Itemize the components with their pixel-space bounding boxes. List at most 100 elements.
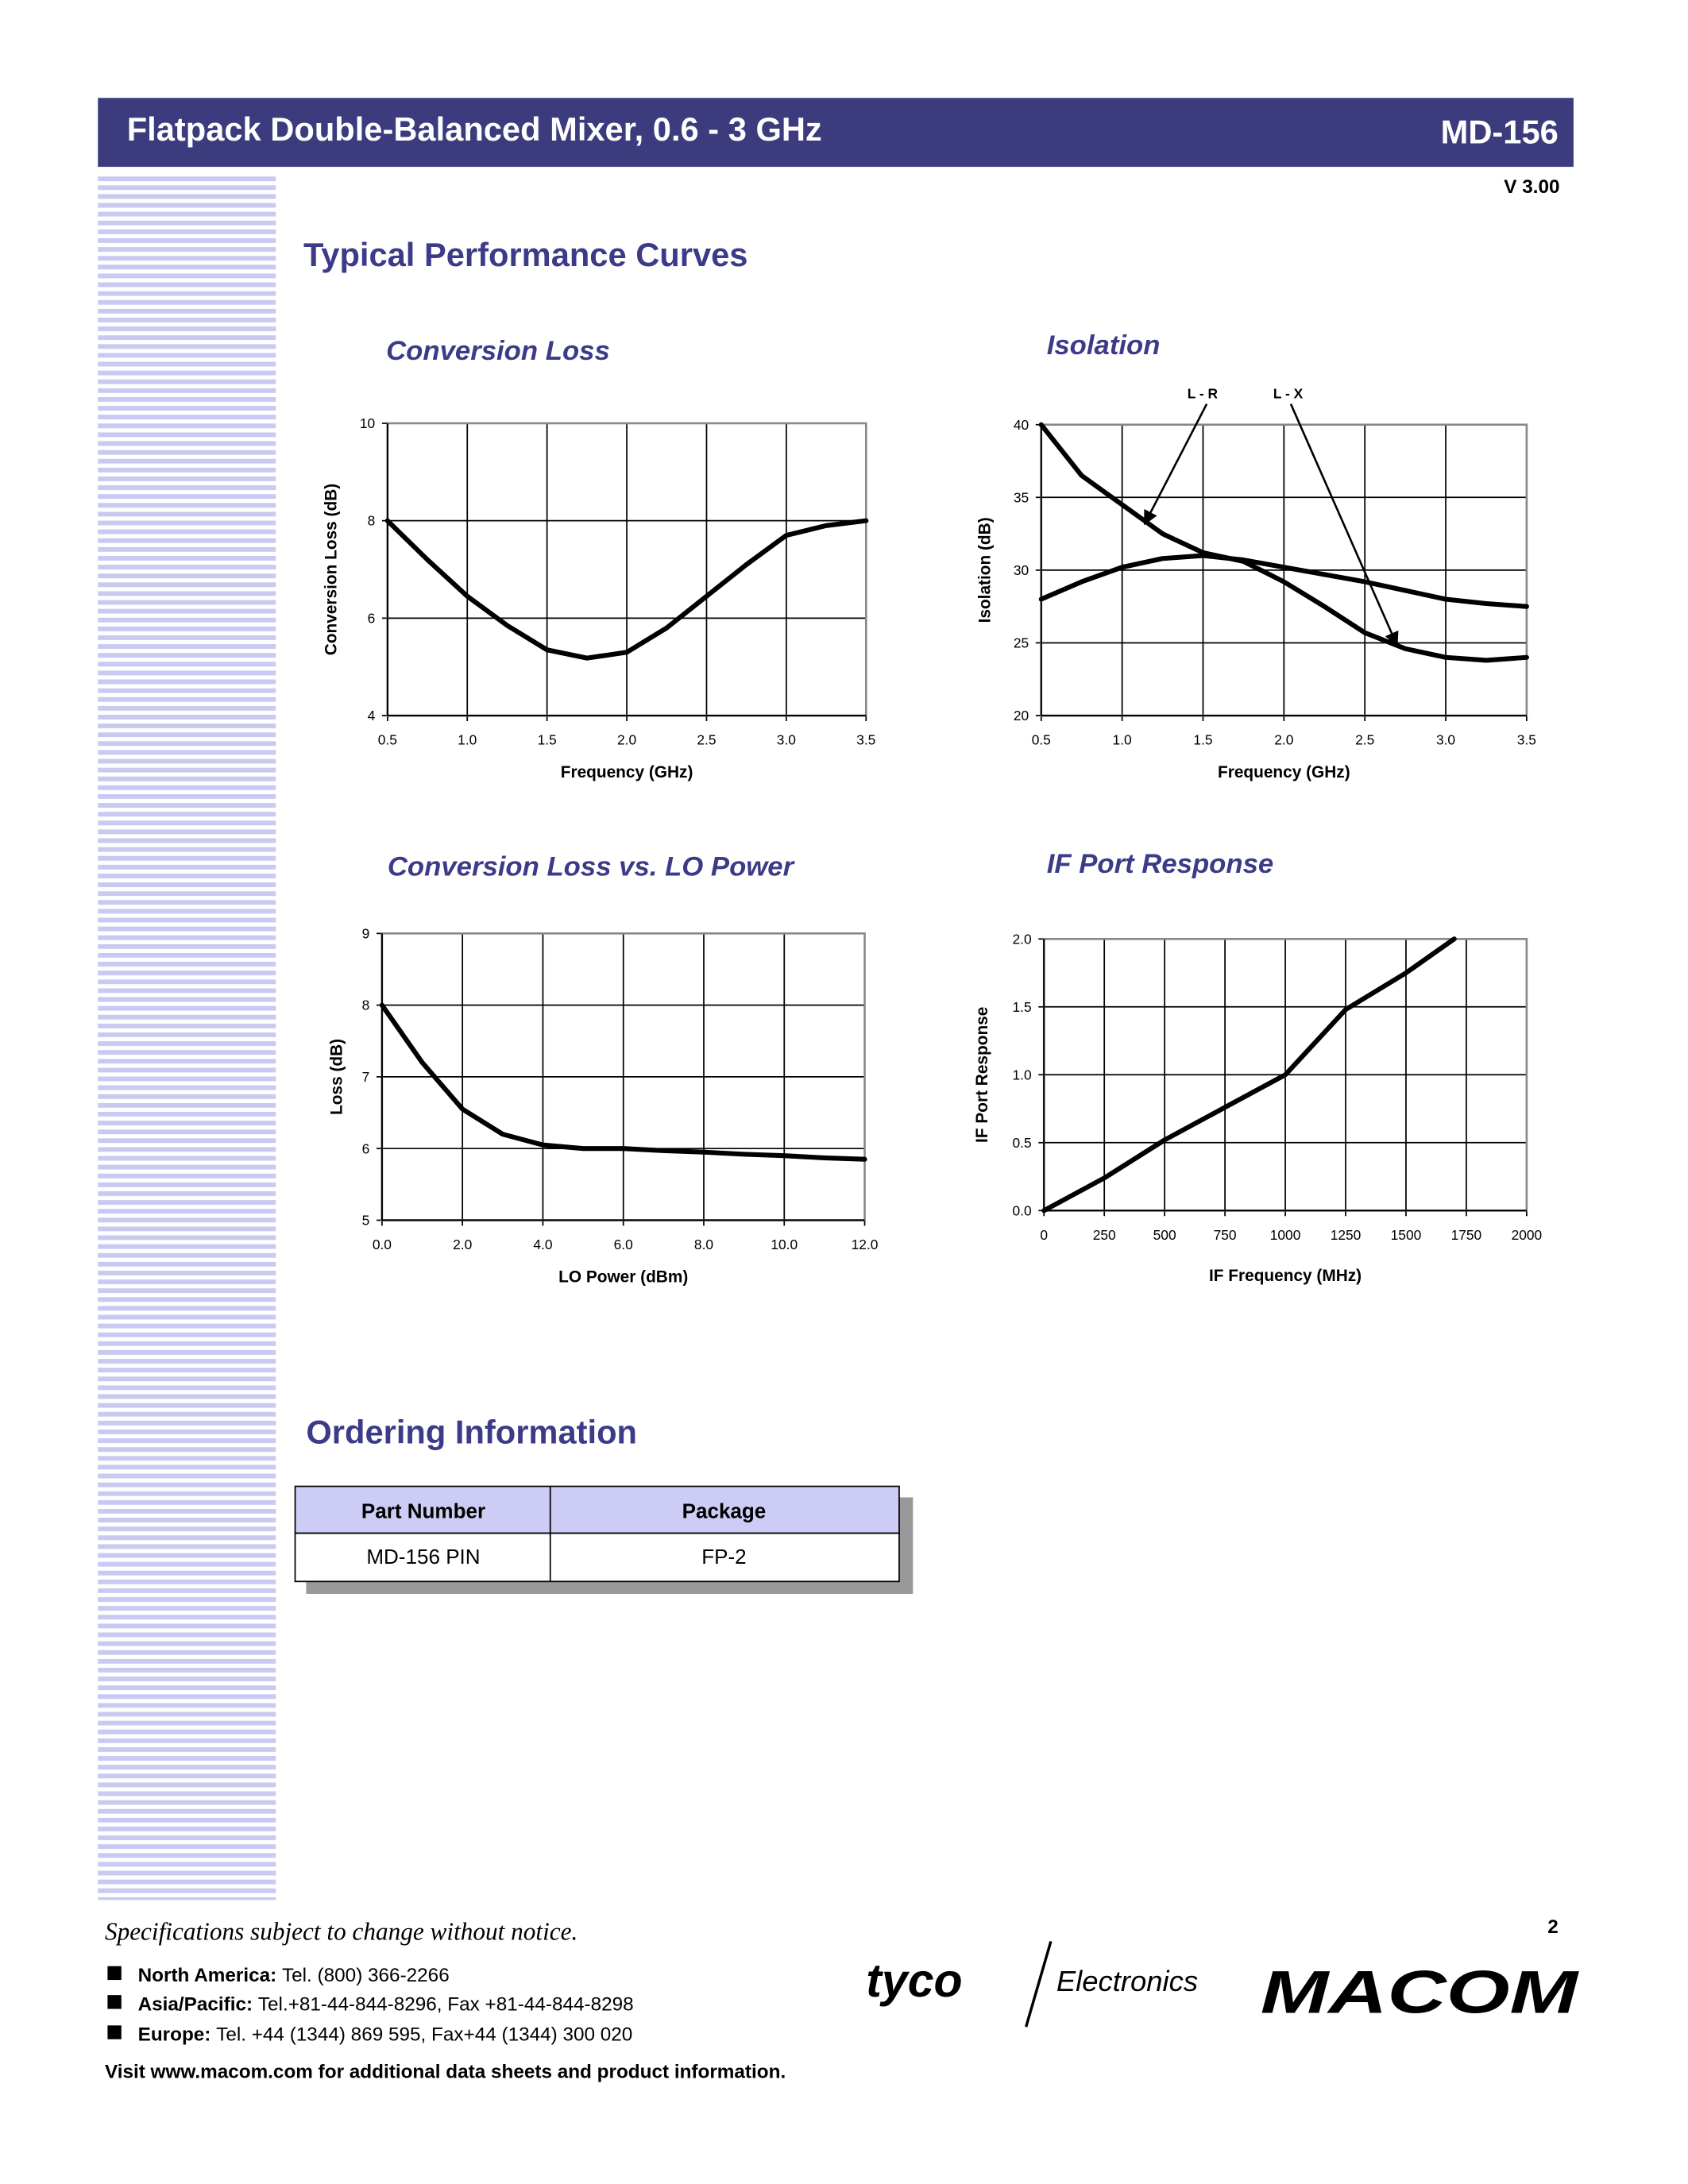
x-tick-label: 2000 (1512, 1227, 1543, 1243)
contacts: North America: Tel. (800) 366-2266 Asia/… (107, 1965, 634, 2045)
region: North America: (138, 1965, 277, 1986)
x-tick-label: 3.5 (1517, 732, 1536, 748)
logo-tyco: tyco (866, 1954, 962, 2007)
contact: Asia/Pacific: Tel.+81-44-844-8296, Fax +… (138, 1993, 634, 2015)
logo-macom: MACOM (1261, 1959, 1579, 2027)
version: V 3.00 (1504, 176, 1559, 198)
y-tick-label: 40 (1014, 417, 1029, 433)
y-tick-label: 0.0 (1012, 1202, 1031, 1218)
data-line (1041, 936, 1457, 1214)
y-tick-label: 20 (1014, 708, 1029, 723)
x-tick-label: 250 (1093, 1227, 1116, 1243)
x-tick-label: 2.5 (1355, 732, 1374, 748)
logo-slash (1024, 1940, 1053, 2028)
x-axis-label: Frequency (GHz) (1218, 763, 1350, 781)
y-tick-label: 4 (368, 708, 376, 723)
y-tick-label: 2.0 (1012, 931, 1031, 947)
x-tick-label: 3.5 (856, 732, 875, 748)
table-cell: FP-2 (701, 1545, 746, 1569)
x-tick-label: 4.0 (533, 1237, 552, 1252)
x-tick-label: 1500 (1391, 1227, 1422, 1243)
x-tick-label: 0 (1040, 1227, 1048, 1243)
y-axis-label: Conversion Loss (dB) (323, 484, 341, 655)
x-tick-label: 1000 (1270, 1227, 1301, 1243)
y-tick-label: 8 (362, 997, 370, 1013)
bullet (107, 1966, 122, 1981)
annotation-arrow (1143, 403, 1208, 526)
y-tick-label: 1.0 (1012, 1067, 1031, 1082)
x-tick-label: 10.0 (771, 1237, 798, 1252)
table-header (294, 1485, 900, 1534)
x-axis-label: LO Power (dBm) (558, 1268, 688, 1287)
y-tick-label: 7 (362, 1069, 370, 1085)
y-axis-label: IF Port Response (973, 1007, 991, 1143)
x-tick-label: 1250 (1331, 1227, 1362, 1243)
y-tick-label: 6 (368, 610, 376, 626)
x-tick-label: 12.0 (852, 1237, 879, 1252)
contact: Europe: Tel. +44 (1344) 869 595, Fax+44 … (138, 2024, 633, 2045)
x-tick-label: 1.0 (458, 732, 477, 748)
y-tick-label: 0.5 (1012, 1135, 1031, 1151)
x-tick-label: 2.5 (697, 732, 716, 748)
x-axis-label: Frequency (GHz) (561, 763, 693, 781)
x-tick-label: 1750 (1451, 1227, 1482, 1243)
header-title: Flatpack Double-Balanced Mixer, 0.6 - 3 … (127, 110, 822, 148)
contact-text: Tel. +44 (1344) 869 595, Fax+44 (1344) 3… (216, 2024, 632, 2045)
section-heading: Ordering Information (306, 1414, 637, 1451)
x-tick-label: 0.5 (1032, 732, 1051, 748)
page-number: 2 (1547, 1916, 1559, 1938)
y-tick-label: 10 (360, 415, 375, 431)
chart-title: IF Port Response (1047, 849, 1274, 879)
data-line (1038, 422, 1529, 663)
data-line (379, 1002, 867, 1162)
y-tick-label: 25 (1014, 635, 1029, 651)
section-heading: Typical Performance Curves (303, 236, 748, 273)
contact-text: Tel.+81-44-844-8296, Fax +81-44-844-8298 (258, 1993, 634, 2015)
table-header-cell: Package (682, 1499, 767, 1522)
table-cell: MD-156 PIN (366, 1545, 480, 1569)
x-tick-label: 3.0 (1436, 732, 1455, 748)
table-header-cell: Part Number (361, 1499, 485, 1522)
contact-text: Tel. (800) 366-2266 (282, 1965, 450, 1986)
annotation: L - R (1188, 386, 1219, 402)
y-axis-label: Loss (dB) (328, 1039, 346, 1115)
y-tick-label: 35 (1014, 489, 1029, 505)
x-tick-label: 2.0 (453, 1237, 472, 1252)
x-tick-label: 1.5 (538, 732, 557, 748)
y-axis-label: Isolation (dB) (976, 517, 995, 623)
header-part: MD-156 (1441, 114, 1559, 151)
logo-electronics: Electronics (1056, 1965, 1198, 1997)
charts: Conversion Loss 4 6 8 10 0.5 1.0 1.5 2.0 2.5 3.0 3.… (323, 330, 1543, 1286)
chart-title: Conversion Loss (386, 336, 610, 366)
contact: North America: Tel. (800) 366-2266 (138, 1965, 450, 1986)
y-tick-label: 30 (1014, 562, 1029, 578)
region: Asia/Pacific: (138, 1993, 253, 2015)
annotation-arrow (1289, 403, 1399, 647)
x-tick-label: 8.0 (694, 1237, 713, 1252)
x-tick-label: 0.0 (373, 1237, 392, 1252)
x-tick-label: 1.5 (1193, 732, 1212, 748)
bullet (107, 2025, 122, 2039)
header-bar (98, 98, 1574, 168)
notice: Specifications subject to change without… (105, 1918, 577, 1946)
chart-title: Conversion Loss vs. LO Power (388, 851, 796, 882)
visit: Visit www.macom.com for additional data … (105, 2061, 786, 2082)
x-tick-label: 0.5 (378, 732, 397, 748)
y-tick-label: 5 (362, 1213, 370, 1229)
data-line (384, 518, 869, 661)
y-tick-label: 9 (362, 925, 370, 941)
y-tick-label: 8 (368, 513, 376, 529)
bullet (107, 1995, 122, 2009)
side-stripes (98, 172, 276, 1900)
table-row (294, 1532, 900, 1583)
y-tick-label: 6 (362, 1140, 370, 1156)
chart-title: Isolation (1047, 330, 1161, 361)
x-tick-label: 500 (1153, 1227, 1176, 1243)
y-tick-label: 1.5 (1012, 999, 1031, 1015)
region: Europe: (138, 2024, 211, 2045)
x-tick-label: 2.0 (1274, 732, 1293, 748)
x-tick-label: 750 (1214, 1227, 1237, 1243)
data-line (1038, 553, 1529, 609)
x-tick-label: 2.0 (617, 732, 636, 748)
